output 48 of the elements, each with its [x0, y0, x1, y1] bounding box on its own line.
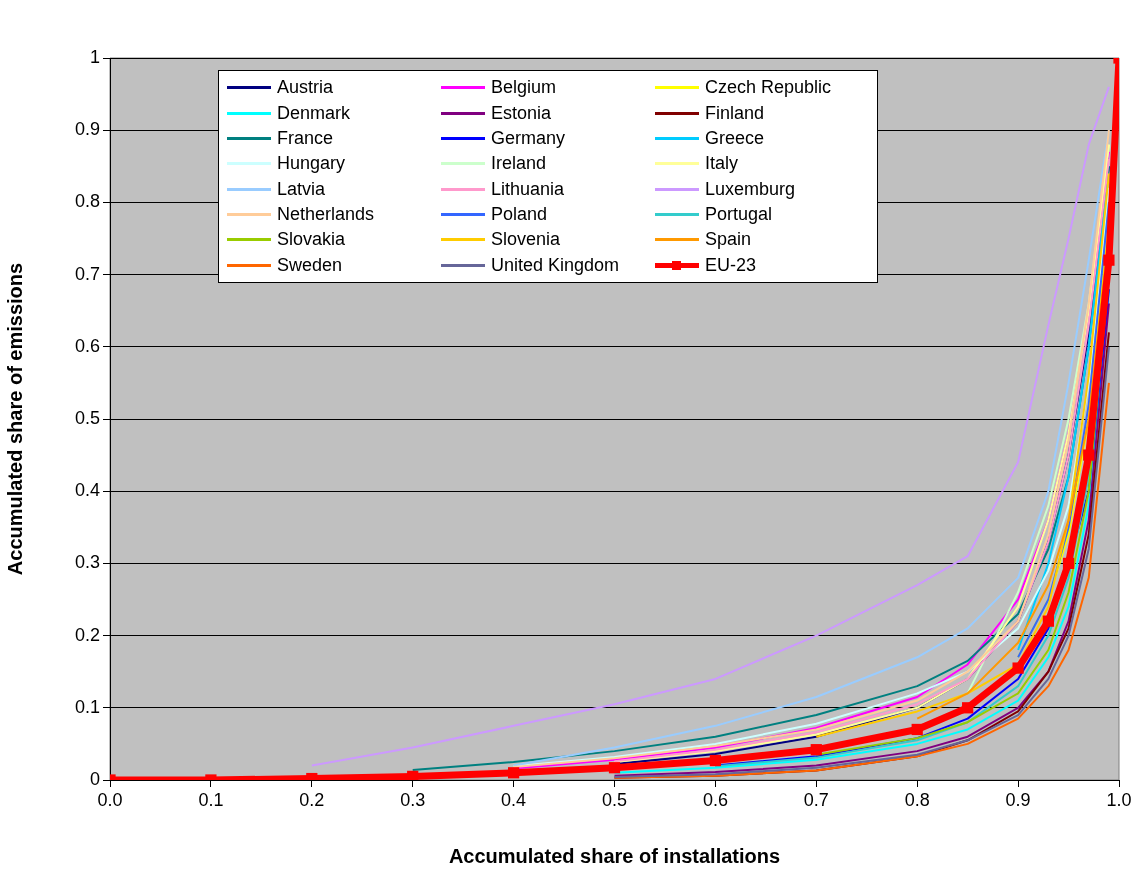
legend-label: Ireland	[491, 153, 547, 175]
x-tick-label: 0.4	[501, 789, 527, 810]
legend-label: Spain	[705, 229, 752, 251]
legend-label: Portugal	[705, 204, 773, 226]
y-tick-label: 0.9	[74, 119, 100, 140]
legend-label: Netherlands	[277, 204, 375, 226]
legend-label: Austria	[277, 77, 334, 99]
x-tick-label: 0.7	[803, 789, 829, 810]
y-tick-label: 0.5	[74, 407, 100, 428]
legend-label: Sweden	[277, 254, 343, 276]
y-tick-label: 0.8	[74, 191, 100, 212]
x-tick-label: 0.9	[1005, 789, 1031, 810]
legend-label: France	[277, 127, 334, 149]
y-tick-label: 1	[89, 46, 100, 67]
legend-label: Latvia	[277, 178, 326, 200]
x-axis-title: Accumulated share of installations	[448, 844, 781, 867]
y-tick-label: 0.3	[74, 552, 100, 573]
y-tick-label: 0.7	[74, 263, 100, 284]
legend-label: Denmark	[277, 102, 351, 124]
legend-label: Greece	[705, 127, 765, 149]
legend-label: Belgium	[491, 77, 557, 99]
x-tick-label: 0.6	[702, 789, 728, 810]
x-tick-label: 0.3	[400, 789, 426, 810]
y-tick-label: 0.1	[74, 696, 100, 717]
legend-label: Luxemburg	[705, 178, 796, 200]
legend-label: Slovenia	[491, 229, 561, 251]
legend-label: EU-23	[705, 254, 757, 276]
legend-label: Finland	[705, 102, 765, 124]
legend-label: Germany	[491, 127, 566, 149]
legend-label: Slovakia	[277, 229, 346, 251]
x-tick-label: 1.0	[1106, 789, 1132, 810]
x-tick-label: 0.0	[97, 789, 123, 810]
y-tick-label: 0.2	[74, 624, 100, 645]
y-tick-label: 0.4	[74, 480, 100, 501]
legend-label: Lithuania	[491, 178, 565, 200]
legend-label: United Kingdom	[491, 254, 620, 276]
x-tick-label: 0.1	[198, 789, 224, 810]
legend-label: Czech Republic	[705, 77, 832, 99]
y-tick-label: 0.6	[74, 335, 100, 356]
legend-label: Hungary	[277, 153, 346, 175]
y-axis-title: Accumulated share of emissions	[3, 262, 26, 576]
x-tick-label: 0.2	[299, 789, 325, 810]
legend-label: Italy	[705, 153, 739, 175]
y-tick-label: 0	[89, 768, 100, 789]
legend-label: Poland	[491, 204, 548, 226]
x-tick-label: 0.5	[601, 789, 628, 810]
x-tick-label: 0.8	[904, 789, 930, 810]
legend-label: Estonia	[491, 102, 552, 124]
